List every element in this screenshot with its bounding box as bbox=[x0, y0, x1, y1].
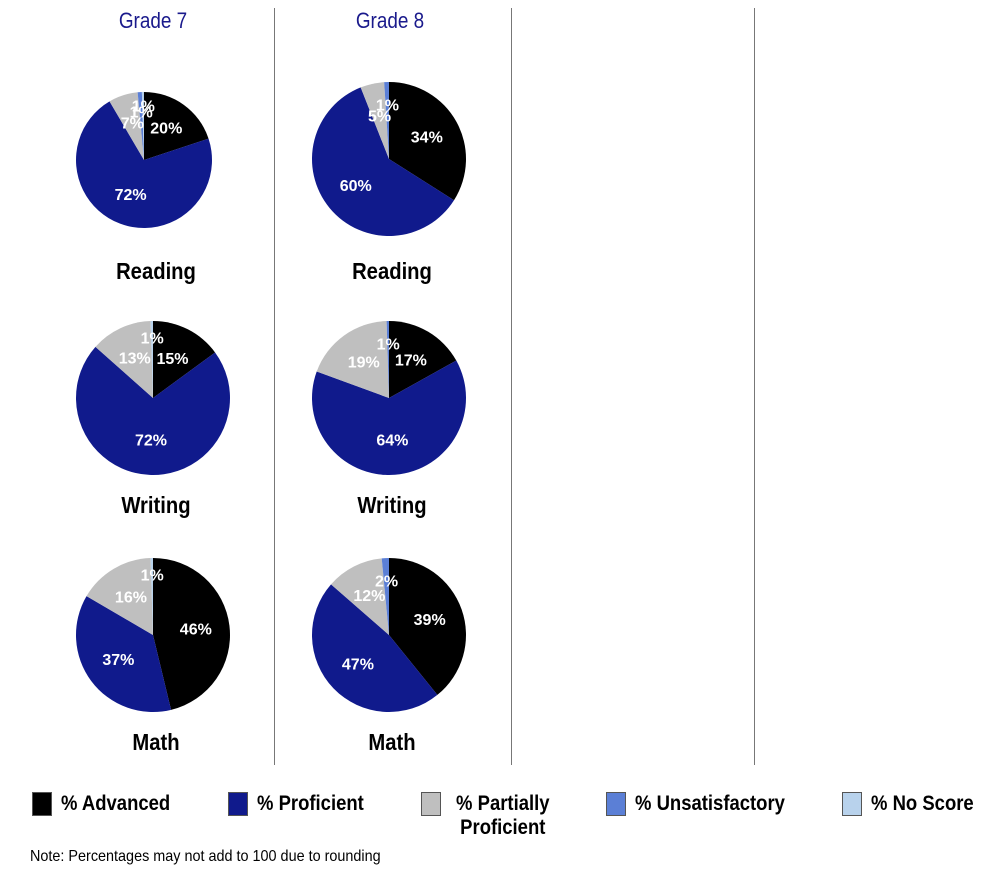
pie-slice-proficient bbox=[75, 101, 212, 229]
subject-label-grade7-writing: Writing bbox=[121, 492, 191, 518]
pie-slice-no-score bbox=[150, 321, 153, 398]
pie-slice-advanced bbox=[144, 92, 209, 160]
pie-chart-grade7-math: 46% 37% 16% 1% bbox=[75, 558, 231, 712]
pie-slice-unsatisfactory bbox=[137, 92, 144, 160]
pie-chart-grade7-writing: 15% 72% 13% 1% bbox=[75, 321, 230, 475]
legend-item-no-score: % No Score bbox=[842, 792, 986, 816]
pie-slice-advanced bbox=[389, 82, 466, 201]
legend-item-partially-proficient: % Partially Proficient bbox=[421, 792, 570, 840]
subject-label-grade7-math: Math bbox=[132, 729, 180, 755]
legend-swatch-partially-proficient bbox=[421, 792, 441, 816]
pie-label-unsatisfactory: 1% bbox=[377, 337, 400, 354]
pie-slice-advanced bbox=[389, 321, 457, 398]
pie-label-unsatisfactory: 1% bbox=[376, 98, 399, 115]
pie-label-partially-proficient: 13% bbox=[119, 350, 151, 367]
legend-item-advanced: % Advanced bbox=[32, 792, 185, 816]
pie-label-proficient: 64% bbox=[376, 432, 408, 449]
pie-label-proficient: 72% bbox=[115, 187, 147, 204]
legend-label-advanced: % Advanced bbox=[61, 792, 171, 815]
pie-label-advanced: 15% bbox=[156, 351, 188, 368]
subject-label-grade7-reading: Reading bbox=[116, 258, 196, 284]
pie-label-partially-proficient: 16% bbox=[115, 589, 147, 606]
pie-label-no-score: 1% bbox=[141, 568, 164, 585]
legend-label-no-score: % No Score bbox=[871, 792, 974, 815]
pie-chart-grade8-writing: 17% 64% 19%1% bbox=[312, 321, 466, 475]
pie-slice-no-score bbox=[141, 92, 144, 160]
pie-slice-advanced bbox=[153, 321, 216, 398]
pie-label-no-score: 1% bbox=[141, 331, 164, 348]
pie-slice-proficient bbox=[75, 596, 172, 712]
pie-label-partially-proficient: 7% bbox=[121, 115, 144, 132]
pie-label-unsatisfactory: 1% bbox=[130, 105, 153, 122]
column-divider bbox=[511, 8, 512, 765]
grade-7-title: Grade 7 bbox=[118, 8, 188, 33]
legend-swatch-proficient bbox=[228, 792, 248, 816]
legend-label-partially-proficient: % Partially Proficient bbox=[456, 792, 550, 839]
pie-slice-proficient bbox=[312, 360, 466, 475]
pie-slice-partially-proficient bbox=[86, 558, 153, 635]
pie-slice-unsatisfactory bbox=[381, 558, 389, 635]
column-divider bbox=[754, 8, 755, 765]
pie-slice-advanced bbox=[153, 558, 231, 710]
column-divider bbox=[274, 8, 275, 765]
pie-label-advanced: 20% bbox=[150, 121, 182, 138]
pie-label-advanced: 17% bbox=[395, 352, 427, 369]
pie-slice-advanced bbox=[389, 558, 466, 695]
footnote: Note: Percentages may not add to 100 due… bbox=[30, 848, 381, 865]
pie-slice-proficient bbox=[312, 584, 438, 712]
pie-label-advanced: 46% bbox=[180, 621, 212, 638]
pie-slice-partially-proficient bbox=[95, 321, 153, 398]
pie-slice-proficient bbox=[75, 346, 230, 475]
pie-label-no-score: 1% bbox=[132, 99, 155, 116]
legend-item-unsatisfactory: % Unsatisfactory bbox=[606, 792, 805, 816]
subject-label-grade8-writing: Writing bbox=[357, 492, 427, 518]
pie-label-partially-proficient: 5% bbox=[368, 108, 391, 125]
subject-label-grade8-reading: Reading bbox=[352, 258, 432, 284]
pie-label-proficient: 60% bbox=[340, 178, 372, 195]
pie-label-partially-proficient: 12% bbox=[353, 588, 385, 605]
pie-chart-grade8-math: 39% 47% 12%2% bbox=[312, 558, 466, 712]
pie-label-proficient: 37% bbox=[102, 652, 134, 669]
pie-slice-unsatisfactory bbox=[384, 82, 389, 159]
pie-label-unsatisfactory: 2% bbox=[375, 574, 398, 591]
pie-slice-no-score bbox=[150, 558, 153, 635]
pie-chart-grade8-reading: 34% 60% 5%1% bbox=[311, 82, 466, 237]
pie-slice-proficient bbox=[311, 87, 455, 237]
legend-label-proficient: % Proficient bbox=[257, 792, 364, 815]
legend-swatch-no-score bbox=[842, 792, 862, 816]
pie-label-proficient: 47% bbox=[342, 656, 374, 673]
pie-label-proficient: 72% bbox=[135, 433, 167, 450]
legend-swatch-advanced bbox=[32, 792, 52, 816]
pie-slice-partially-proficient bbox=[331, 558, 389, 635]
pie-label-advanced: 39% bbox=[414, 612, 446, 629]
legend-swatch-unsatisfactory bbox=[606, 792, 626, 816]
legend-label-unsatisfactory: % Unsatisfactory bbox=[635, 792, 785, 815]
pie-label-partially-proficient: 19% bbox=[348, 355, 380, 372]
grade-8-title: Grade 8 bbox=[355, 8, 425, 33]
pie-label-advanced: 34% bbox=[411, 130, 443, 147]
pie-slice-partially-proficient bbox=[316, 321, 389, 398]
pie-slice-partially-proficient bbox=[360, 82, 389, 159]
pie-chart-grade7-reading: 20% 72% 7%1%1% bbox=[75, 92, 212, 229]
legend-item-proficient: % Proficient bbox=[228, 792, 378, 816]
pie-slice-unsatisfactory bbox=[386, 321, 389, 398]
pie-slice-partially-proficient bbox=[109, 92, 144, 160]
subject-label-grade8-math: Math bbox=[368, 729, 416, 755]
